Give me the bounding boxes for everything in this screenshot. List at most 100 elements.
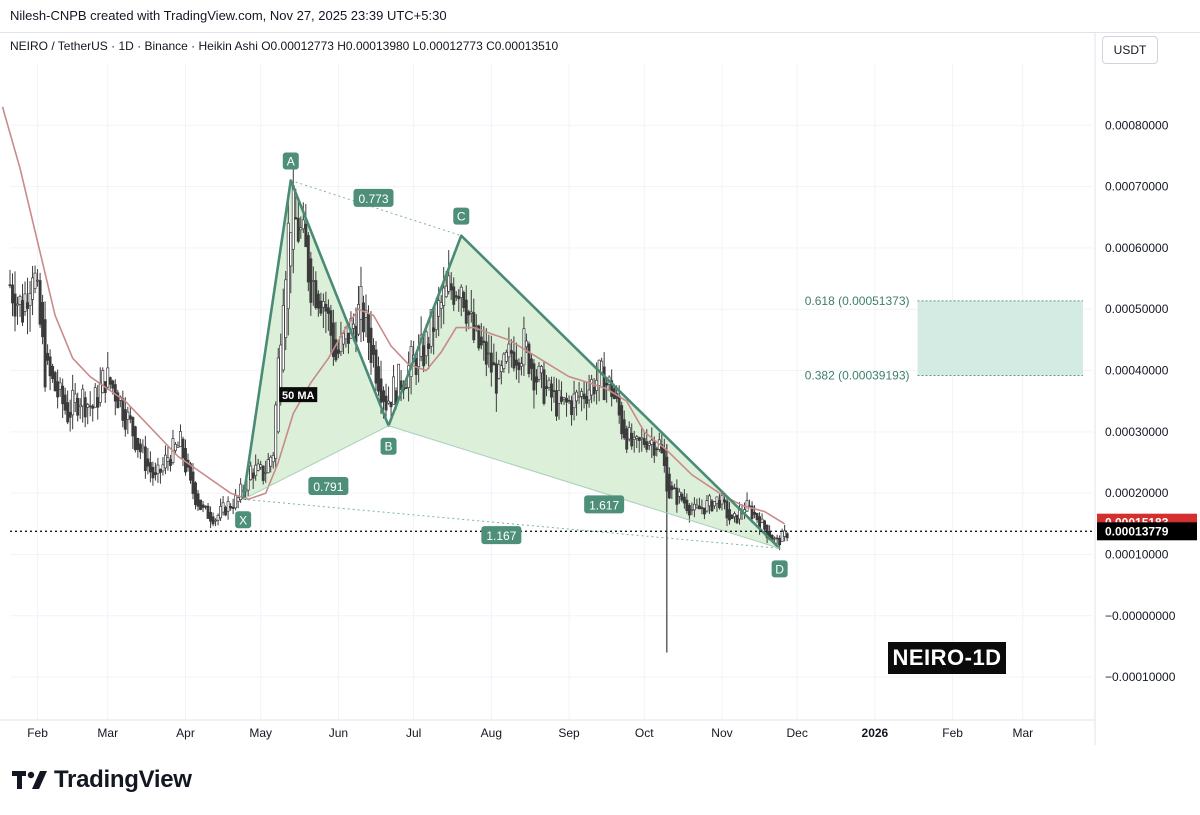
candle-body <box>707 495 711 507</box>
candle-body <box>329 310 333 336</box>
candle-body <box>204 505 207 508</box>
x-tick-label: Aug <box>481 726 502 740</box>
candle-body <box>284 279 288 338</box>
candle-body <box>630 432 634 447</box>
pattern-line-ac <box>290 180 462 237</box>
pattern-point-a: A <box>287 154 295 168</box>
top-bar: Nilesh-CNPB created with TradingView.com… <box>0 0 1200 33</box>
ma-label: 50 MA <box>282 390 314 402</box>
candle-body <box>728 509 731 521</box>
candle-body <box>251 472 255 479</box>
y-tick-label: −0.00010000 <box>1105 670 1176 684</box>
ratio-label: 0.773 <box>358 192 388 206</box>
candle-body <box>672 487 676 490</box>
candle-body <box>572 393 576 409</box>
currency-button[interactable]: USDT <box>1102 36 1158 64</box>
candle-body <box>652 441 656 456</box>
candle-body <box>447 275 451 292</box>
candle-body <box>469 311 473 314</box>
candle-body <box>462 292 466 308</box>
candle-body <box>31 277 35 300</box>
candle-body <box>527 343 531 375</box>
candle-body <box>532 363 536 391</box>
brand-name: TradingView <box>54 766 192 793</box>
ma-label-bg <box>279 387 318 403</box>
candle-body <box>256 463 260 471</box>
candle-body <box>605 383 609 386</box>
candle-body <box>53 372 57 392</box>
chart-badge: NEIRO-1D <box>888 642 1006 674</box>
pattern-point-a-bg <box>282 152 299 170</box>
x-tick-label: Nov <box>711 726 732 740</box>
pattern-point-d-bg <box>771 560 788 578</box>
candle-body <box>38 280 42 325</box>
candle-body <box>168 459 172 466</box>
candle-body <box>306 235 310 283</box>
candle-body <box>108 377 112 385</box>
candle-body <box>93 387 97 408</box>
candle-body <box>321 301 325 308</box>
price-label: 0.00013779 <box>1105 524 1169 538</box>
candle-body <box>763 520 767 530</box>
candle-body <box>545 386 548 389</box>
candle-body <box>567 399 571 402</box>
candle-body <box>492 362 496 366</box>
candle-body <box>389 401 393 408</box>
candle-body <box>529 358 533 369</box>
candle-body <box>41 302 45 338</box>
candle-body <box>640 437 644 440</box>
candle-body <box>570 400 574 416</box>
candle-body <box>778 537 782 546</box>
candle-body <box>785 533 789 539</box>
pattern-line-xb <box>242 425 389 500</box>
candle-body <box>194 482 197 506</box>
candle-body <box>301 219 305 230</box>
price-chart[interactable]: 0.618 (0.00051373) 0.382 (0.00039193) 50 M… <box>0 0 1200 760</box>
candle-body <box>372 345 375 355</box>
candle-body <box>76 397 80 416</box>
candle-body <box>374 349 378 384</box>
candle-body <box>497 364 501 379</box>
candle-body <box>8 284 12 287</box>
candle-body <box>23 293 27 312</box>
candle-body <box>387 400 390 404</box>
candle-body <box>720 495 724 505</box>
x-tick-label: Dec <box>787 726 808 740</box>
candle-body <box>710 500 714 512</box>
candle-body <box>249 465 253 481</box>
candle-body <box>577 395 581 398</box>
candle-body <box>336 349 340 354</box>
candle-body <box>645 441 649 450</box>
candle-body <box>424 331 428 357</box>
candle-body <box>700 507 704 509</box>
candle-body <box>522 328 526 366</box>
candle-body <box>682 496 686 504</box>
candle-body <box>677 491 681 497</box>
candle-body <box>319 300 323 314</box>
candle-body <box>760 518 764 524</box>
candle-body <box>514 359 518 366</box>
candle-body <box>753 511 757 515</box>
candle-body <box>98 382 102 403</box>
candle-body <box>68 411 72 418</box>
candle-body <box>517 362 521 371</box>
candle-body <box>123 409 127 430</box>
candle-body <box>191 471 195 494</box>
candle-body <box>622 419 626 439</box>
candle-body <box>299 227 303 231</box>
candle-body <box>692 503 696 511</box>
candle-body <box>484 341 488 365</box>
candle-body <box>582 393 586 400</box>
candle-body <box>502 353 506 370</box>
candle-body <box>216 515 220 521</box>
candle-body <box>28 292 32 306</box>
candle-body <box>311 280 315 282</box>
candle-body <box>439 302 443 309</box>
candle-body <box>459 286 463 298</box>
candle-body <box>226 501 230 512</box>
candle-body <box>434 302 438 330</box>
candle-body <box>575 391 579 402</box>
candle-body <box>209 511 213 522</box>
candle-body <box>687 505 691 516</box>
candle-body <box>81 388 85 407</box>
